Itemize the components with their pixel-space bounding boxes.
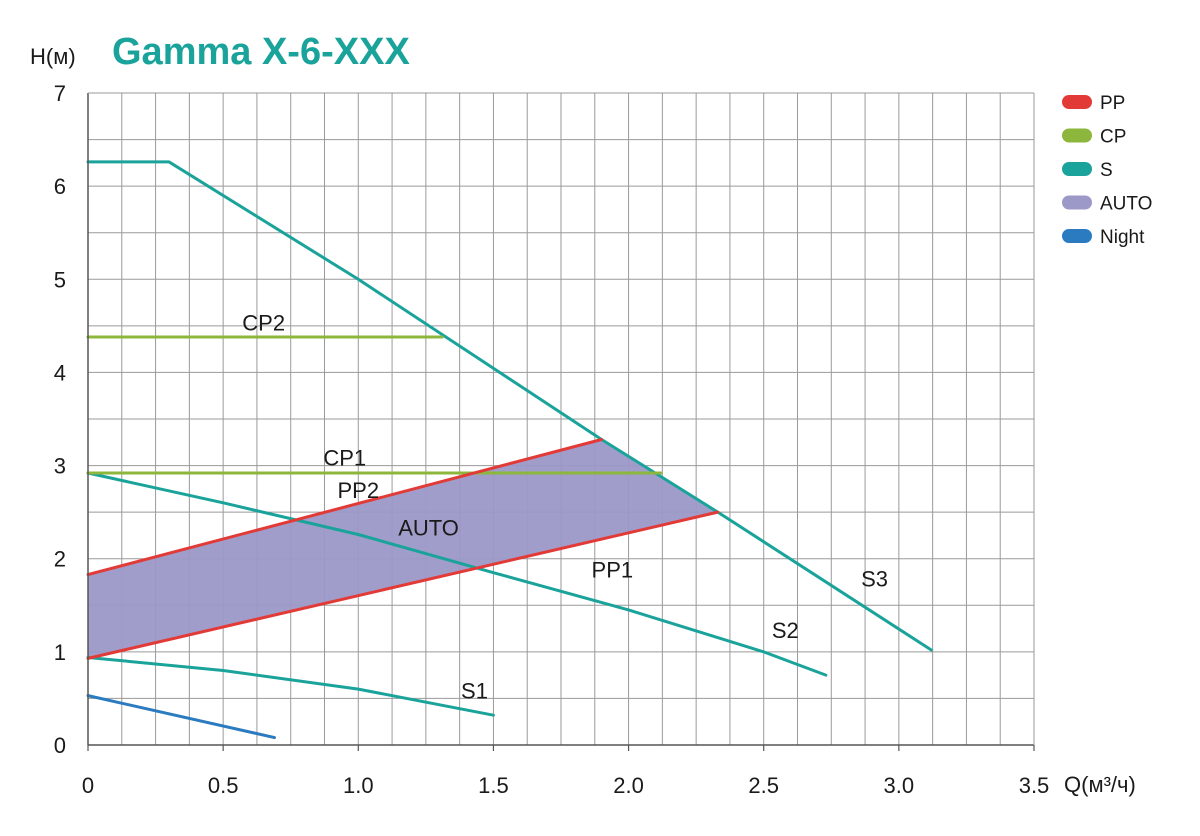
annotation-pp2: PP2 xyxy=(337,478,379,503)
x-axis-label: Q(м³/ч) xyxy=(1064,772,1136,797)
annotation-pp1: PP1 xyxy=(592,557,634,582)
x-tick-label: 0.5 xyxy=(208,773,239,798)
legend-swatch-auto xyxy=(1062,195,1092,210)
annotation-s3: S3 xyxy=(861,567,888,592)
x-tick-label: 1.5 xyxy=(478,773,509,798)
series-pp1 xyxy=(86,510,720,660)
x-tick-label: 2.0 xyxy=(613,773,644,798)
y-tick-label: 3 xyxy=(54,454,66,479)
grid xyxy=(88,93,1034,745)
area-auto xyxy=(88,439,718,659)
annotation-s1: S1 xyxy=(461,678,488,703)
chart-title: Gamma X-6-XXX xyxy=(112,31,410,73)
y-tick-label: 1 xyxy=(54,640,66,665)
legend-swatch-s xyxy=(1062,162,1092,176)
y-tick-label: 6 xyxy=(54,174,66,199)
series-pp2 xyxy=(86,437,604,577)
legend-label-cp: CP xyxy=(1100,127,1126,148)
x-tick-label: 3.5 xyxy=(1019,773,1050,798)
legend-swatch-night xyxy=(1062,229,1092,243)
annotation-cp1: CP1 xyxy=(323,446,366,471)
series-s1 xyxy=(86,655,495,717)
legend-label-pp: PP xyxy=(1100,93,1125,114)
annotation-auto: AUTO xyxy=(398,515,459,540)
y-ticks: 0 1 2 3 4 5 6 7 xyxy=(54,81,66,758)
x-ticks: 0 0.5 1.0 1.5 2.0 2.5 3.0 3.5 xyxy=(82,773,1049,798)
plot-frame xyxy=(87,92,1035,751)
legend: PP CP S AUTO Night xyxy=(1062,93,1152,248)
legend-swatch-pp xyxy=(1062,95,1092,109)
legend-label-auto: AUTO xyxy=(1100,194,1152,215)
x-tick-label: 1.0 xyxy=(343,773,374,798)
y-tick-label: 4 xyxy=(54,360,66,385)
x-tick-label: 3.0 xyxy=(884,773,915,798)
y-tick-label: 5 xyxy=(54,267,66,292)
series-s3 xyxy=(86,160,933,652)
y-tick-label: 0 xyxy=(54,733,66,758)
legend-swatch-cp xyxy=(1062,128,1092,143)
y-axis-label: H(м) xyxy=(30,44,76,69)
series-layer xyxy=(86,160,933,740)
x-tick-label: 2.5 xyxy=(748,773,779,798)
annotation-s2: S2 xyxy=(772,618,799,643)
annotations: CP2 CP1 PP2 AUTO PP1 S3 S2 S1 xyxy=(242,311,888,704)
series-s2 xyxy=(86,471,828,677)
legend-label-night: Night xyxy=(1100,227,1145,248)
areas-layer xyxy=(88,439,718,659)
y-tick-label: 2 xyxy=(54,547,66,572)
annotation-cp2: CP2 xyxy=(242,311,285,336)
y-tick-label: 7 xyxy=(54,81,66,106)
x-tick-label: 0 xyxy=(82,773,94,798)
legend-label-s: S xyxy=(1100,160,1113,181)
series-night xyxy=(86,694,276,740)
